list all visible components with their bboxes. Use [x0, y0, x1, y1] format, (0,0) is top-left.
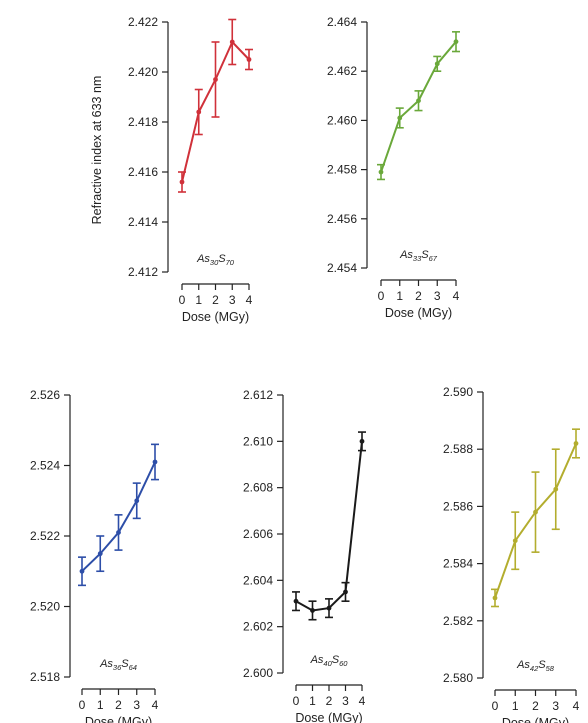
- data-point: [246, 57, 252, 62]
- x-tick-label: 2: [415, 289, 422, 303]
- x-tick-label: 4: [152, 698, 159, 712]
- data-point: [229, 39, 235, 45]
- x-axis-title: Dose (MGy): [502, 716, 569, 723]
- sample-label: As40S60: [310, 654, 349, 668]
- x-tick-label: 0: [492, 699, 499, 713]
- sample-label: As42S58: [516, 659, 555, 673]
- y-tick-label: 2.590: [443, 385, 473, 399]
- x-tick-label: 4: [573, 699, 580, 713]
- x-tick-label: 4: [453, 289, 460, 303]
- x-axis-title: Dose (MGy): [85, 715, 152, 723]
- y-axis-title: Refractive index at 633 nm: [90, 76, 104, 225]
- x-tick-label: 3: [229, 293, 236, 307]
- data-point: [453, 39, 459, 45]
- x-tick-label: 4: [359, 694, 366, 708]
- y-tick-label: 2.524: [30, 459, 60, 473]
- x-axis-title: Dose (MGy): [295, 711, 362, 723]
- data-point: [553, 486, 559, 492]
- x-tick-label: 0: [79, 698, 86, 712]
- y-tick-label: 2.412: [128, 265, 158, 279]
- y-tick-label: 2.586: [443, 499, 473, 513]
- x-tick-label: 2: [326, 694, 333, 708]
- x-tick-label: 2: [532, 699, 539, 713]
- y-tick-label: 2.456: [327, 212, 357, 226]
- y-tick-label: 2.462: [327, 64, 357, 78]
- y-tick-label: 2.584: [443, 557, 473, 571]
- data-point: [116, 530, 121, 535]
- data-point: [359, 438, 365, 444]
- data-point: [293, 598, 299, 604]
- x-tick-label: 3: [434, 289, 441, 303]
- y-tick-label: 2.458: [327, 163, 357, 177]
- x-tick-label: 1: [97, 698, 104, 712]
- series-line: [295, 441, 363, 612]
- y-tick-label: 2.610: [243, 434, 273, 448]
- x-tick-label: 3: [342, 694, 349, 708]
- data-point: [152, 459, 158, 465]
- data-point: [196, 109, 202, 115]
- y-tick-label: 2.522: [30, 529, 60, 543]
- sample-label: As33S67: [399, 249, 438, 263]
- sample-label: As30S70: [196, 253, 235, 267]
- data-point: [397, 115, 403, 121]
- data-point: [512, 538, 518, 544]
- data-point: [310, 608, 315, 613]
- y-tick-label: 2.454: [327, 261, 357, 275]
- y-tick-label: 2.414: [128, 215, 158, 229]
- data-point: [97, 551, 103, 557]
- x-tick-label: 0: [378, 289, 385, 303]
- data-point: [416, 98, 421, 104]
- chart-panel-1: 2.412 2.414 2.416 2.418 2.420 2.422 0 1 2 3 4 Dose …: [128, 15, 253, 324]
- y-tick-label: 2.460: [327, 113, 357, 127]
- data-point: [179, 179, 185, 185]
- x-tick-label: 4: [246, 293, 253, 307]
- sample-label: As36S64: [99, 658, 137, 672]
- x-tick-label: 3: [552, 699, 559, 713]
- data-point: [492, 595, 498, 601]
- x-axis-title: Dose (MGy): [182, 310, 249, 324]
- y-tick-label: 2.608: [243, 481, 273, 495]
- y-tick-label: 2.612: [243, 388, 273, 402]
- x-tick-label: 2: [115, 698, 122, 712]
- x-tick-label: 1: [309, 694, 316, 708]
- y-tick-label: 2.582: [443, 614, 473, 628]
- x-tick-label: 3: [133, 698, 140, 712]
- y-tick-label: 2.606: [243, 527, 273, 541]
- y-tick-label: 2.604: [243, 573, 273, 587]
- y-tick-label: 2.420: [128, 65, 158, 79]
- x-tick-label: 1: [396, 289, 403, 303]
- data-point: [134, 498, 140, 504]
- y-tick-label: 2.518: [30, 670, 60, 684]
- y-tick-label: 2.416: [128, 165, 158, 179]
- x-axis-title: Dose (MGy): [385, 306, 452, 320]
- y-tick-label: 2.600: [243, 666, 273, 680]
- chart-panel-5: 2.580 2.582 2.584 2.586 2.588 2.590 0 1 2 3 4 Dose …: [443, 385, 580, 723]
- y-tick-label: 2.418: [128, 115, 158, 129]
- x-tick-label: 0: [293, 694, 300, 708]
- chart-panel-4: 2.600 2.602 2.604 2.606 2.608 2.610 2.612 0 1 2 3 4…: [243, 388, 366, 723]
- data-point: [343, 589, 348, 595]
- y-tick-label: 2.464: [327, 15, 357, 29]
- y-tick-label: 2.580: [443, 671, 473, 685]
- data-point: [213, 77, 218, 82]
- data-point: [434, 61, 440, 67]
- x-tick-label: 2: [212, 293, 219, 307]
- y-tick-label: 2.520: [30, 600, 60, 614]
- data-point: [533, 509, 538, 515]
- y-tick-label: 2.588: [443, 442, 473, 456]
- data-point: [573, 441, 579, 446]
- y-tick-label: 2.422: [128, 15, 158, 29]
- x-tick-label: 0: [179, 293, 186, 307]
- chart-panel-2: 2.454 2.456 2.458 2.460 2.462 2.464 0 1 2 3 4Dose …: [327, 15, 460, 320]
- data-point: [326, 605, 332, 611]
- y-tick-label: 2.526: [30, 388, 60, 402]
- data-point: [378, 169, 384, 175]
- data-point: [79, 568, 85, 574]
- x-tick-label: 1: [512, 699, 519, 713]
- y-tick-label: 2.602: [243, 620, 273, 634]
- x-tick-label: 1: [195, 293, 202, 307]
